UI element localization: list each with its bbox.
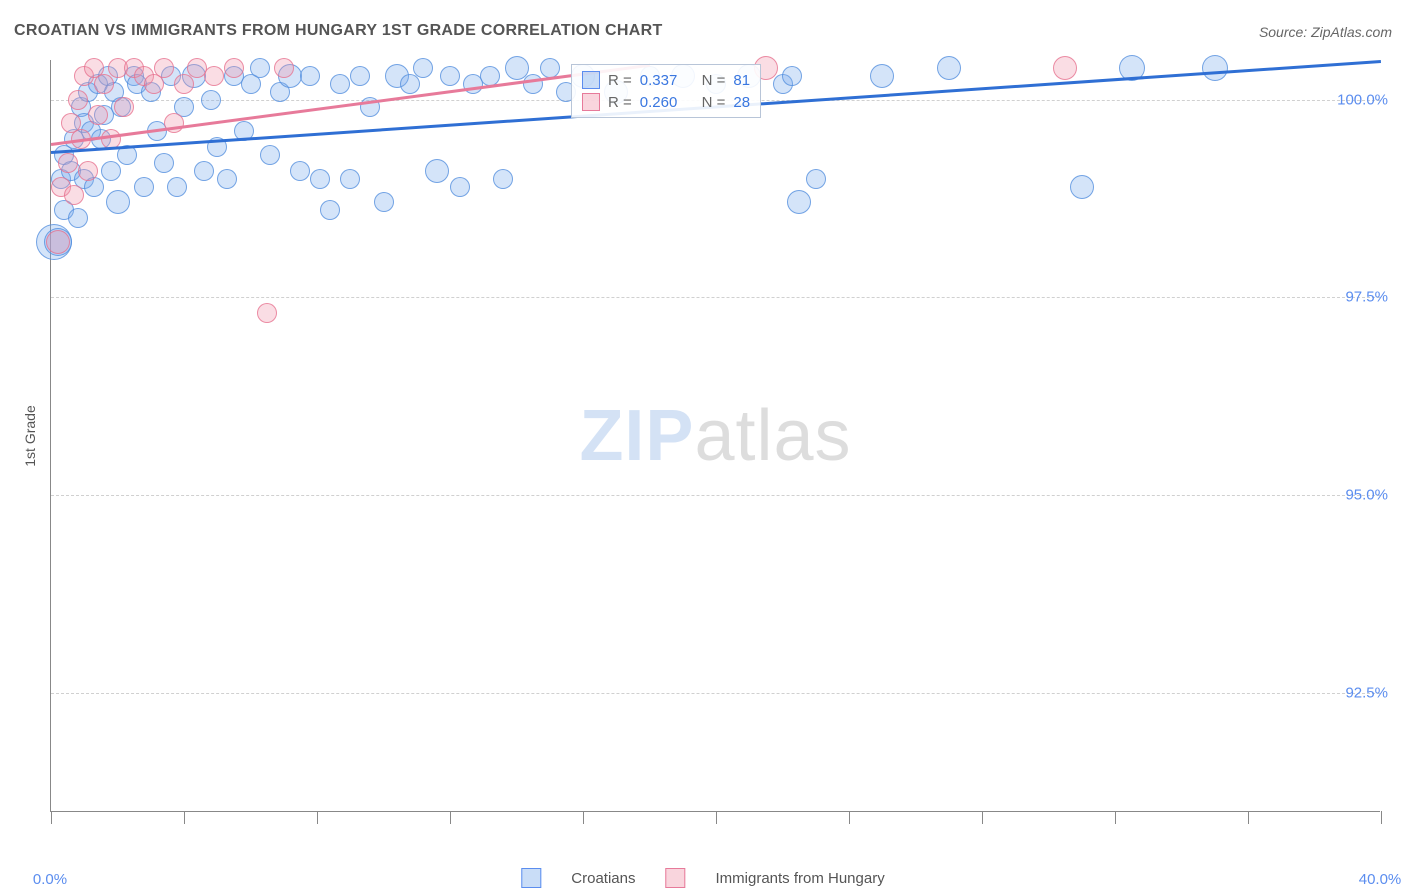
data-point [88,105,108,125]
data-point [937,56,961,80]
watermark-light: atlas [694,396,851,476]
stats-swatch [582,71,600,89]
stats-r-value: 0.260 [640,94,678,111]
data-point [217,169,237,189]
data-point [164,113,184,133]
x-tick-mark [1381,811,1382,824]
data-point [413,58,433,78]
watermark: ZIPatlas [579,395,851,477]
data-point [425,159,449,183]
data-point [480,66,500,86]
data-point [134,177,154,197]
y-tick-label: 100.0% [1337,91,1388,108]
x-tick-mark [1248,811,1249,824]
data-point [260,145,280,165]
data-point [1202,55,1228,81]
legend-swatch-hungary [665,868,685,888]
gridline [51,693,1380,694]
legend: Croatians Immigrants from Hungary [521,868,884,888]
data-point [257,303,277,323]
stats-n-value: 81 [733,72,750,89]
data-point [310,169,330,189]
data-point [194,161,214,181]
plot-area: ZIPatlas R = 0.337 N = 81 R = 0.260 N = 28 [50,60,1380,812]
data-point [204,66,224,86]
data-point [106,190,130,214]
data-point [154,153,174,173]
data-point [58,153,78,173]
data-point [78,161,98,181]
x-tick-mark [184,811,185,824]
legend-swatch-croatians [521,868,541,888]
data-point [250,58,270,78]
data-point [68,208,88,228]
data-point [64,185,84,205]
y-tick-label: 95.0% [1345,487,1388,504]
x-tick-mark [716,811,717,824]
y-tick-label: 92.5% [1345,685,1388,702]
data-point [440,66,460,86]
data-point [400,74,420,94]
stats-row: R = 0.260 N = 28 [582,91,750,113]
data-point [523,74,543,94]
data-point [787,190,811,214]
x-tick-mark [450,811,451,824]
x-tick-label: 40.0% [1359,871,1402,888]
data-point [201,90,221,110]
data-point [154,58,174,78]
data-point [68,90,88,110]
data-point [300,66,320,86]
legend-label-croatians: Croatians [571,870,635,887]
data-point [870,64,894,88]
stats-r-label: R = [608,94,632,111]
x-tick-label: 0.0% [33,871,67,888]
data-point [782,66,802,86]
x-tick-mark [982,811,983,824]
source-attribution: Source: ZipAtlas.com [1259,24,1392,40]
gridline [51,495,1380,496]
legend-label-hungary: Immigrants from Hungary [715,870,884,887]
y-axis-label: 1st Grade [22,405,38,466]
data-point [540,58,560,78]
data-point [224,58,244,78]
x-tick-mark [1115,811,1116,824]
stats-n-value: 28 [733,94,750,111]
x-tick-mark [849,811,850,824]
data-point [1053,56,1077,80]
data-point [493,169,513,189]
stats-n-label: N = [702,72,726,89]
stats-r-label: R = [608,72,632,89]
x-tick-mark [51,811,52,824]
data-point [274,58,294,78]
stats-box: R = 0.337 N = 81 R = 0.260 N = 28 [571,64,761,118]
stats-n-label: N = [702,94,726,111]
data-point [46,230,70,254]
data-point [374,192,394,212]
stats-swatch [582,93,600,111]
data-point [340,169,360,189]
data-point [806,169,826,189]
data-point [350,66,370,86]
watermark-bold: ZIP [579,396,694,476]
stats-row: R = 0.337 N = 81 [582,69,750,91]
data-point [450,177,470,197]
data-point [1070,175,1094,199]
data-point [290,161,310,181]
data-point [174,74,194,94]
y-tick-label: 97.5% [1345,289,1388,306]
data-point [320,200,340,220]
chart-container: CROATIAN VS IMMIGRANTS FROM HUNGARY 1ST … [0,0,1406,892]
data-point [330,74,350,94]
gridline [51,297,1380,298]
stats-r-value: 0.337 [640,72,678,89]
data-point [101,161,121,181]
data-point [94,74,114,94]
chart-title: CROATIAN VS IMMIGRANTS FROM HUNGARY 1ST … [14,22,663,40]
data-point [114,97,134,117]
x-tick-mark [317,811,318,824]
x-tick-mark [583,811,584,824]
data-point [167,177,187,197]
